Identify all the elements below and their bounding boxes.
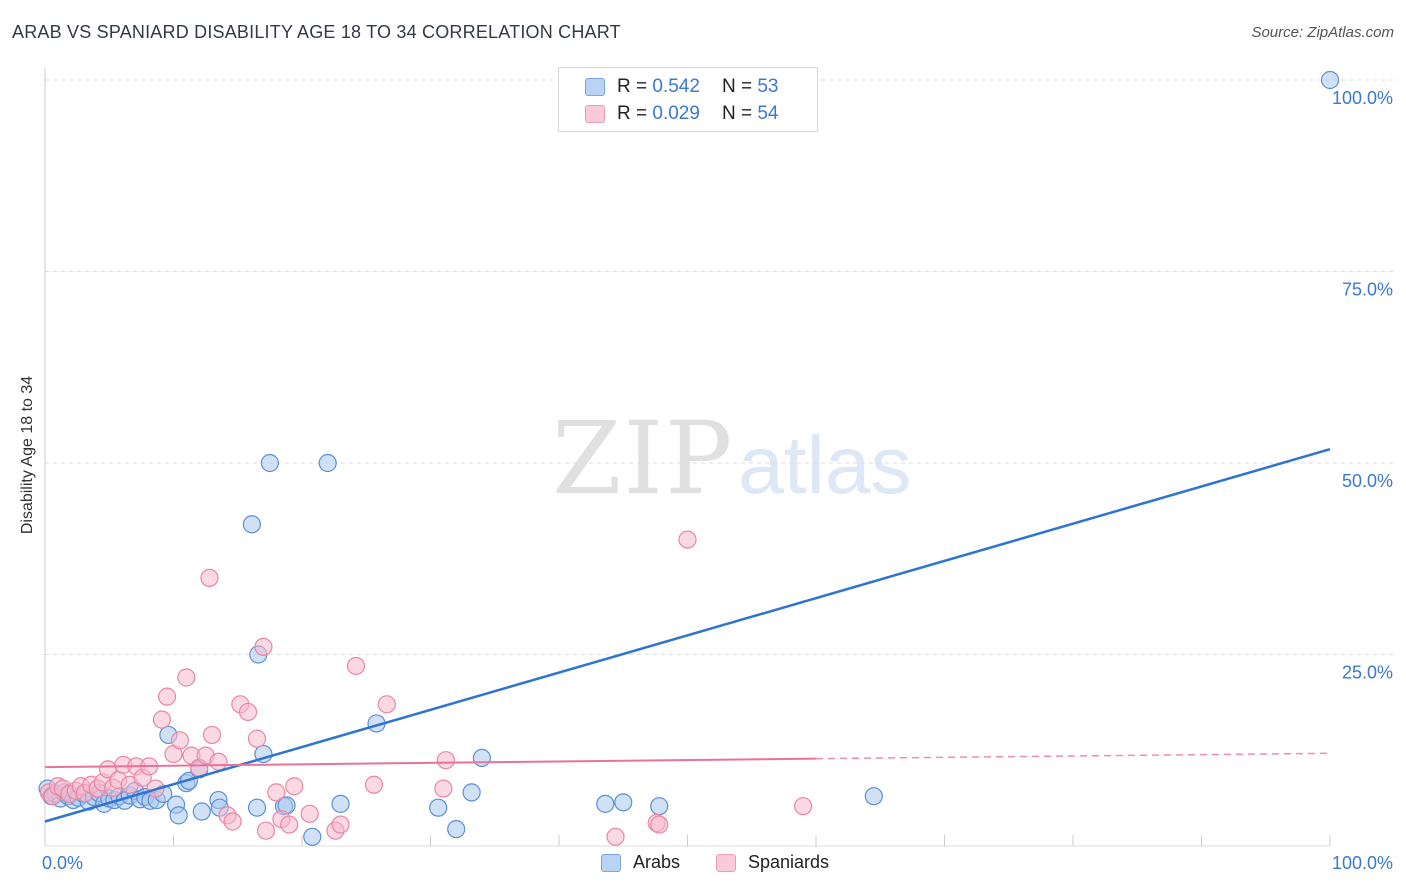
spaniards-swatch xyxy=(585,105,605,123)
spaniards-point xyxy=(247,729,267,748)
arabs-point xyxy=(247,798,267,817)
chart-title: ARAB VS SPANIARD DISABILITY AGE 18 TO 34… xyxy=(12,22,621,42)
spaniards-point xyxy=(202,725,222,745)
source-label: Source: ZipAtlas.com xyxy=(1251,24,1394,41)
y-tick-label: 50.0% xyxy=(1342,471,1393,491)
arabs-r-value: 0.542 xyxy=(652,76,700,97)
spaniards-point xyxy=(436,751,456,770)
spaniards-trend-line-extension xyxy=(815,752,1331,760)
arabs-point xyxy=(242,515,261,534)
legend-row-spaniards: R = 0.029 N = 54 xyxy=(585,101,778,127)
watermark: ZIPatlas xyxy=(552,400,912,517)
legend-row-arabs: R = 0.542 N = 53 xyxy=(585,74,778,100)
spaniards-point xyxy=(346,656,366,676)
spaniards-point xyxy=(200,568,219,588)
spaniards-point xyxy=(157,687,177,706)
spaniards-legend-label: Spaniards xyxy=(748,852,830,872)
arabs-trend-line xyxy=(44,448,1331,823)
arabs-point xyxy=(318,453,337,473)
spaniards-trend-line xyxy=(44,757,817,769)
arabs-point xyxy=(1320,70,1340,90)
spaniards-point xyxy=(650,815,669,834)
arabs-legend-swatch xyxy=(601,853,621,872)
watermark-zip: ZIP xyxy=(552,400,735,517)
arabs-point xyxy=(462,783,481,802)
spaniards-point xyxy=(377,695,396,714)
spaniards-point xyxy=(606,827,625,846)
spaniards-point xyxy=(267,783,286,802)
spaniards-point xyxy=(300,804,319,823)
y-tick-label: 75.0% xyxy=(1342,280,1393,300)
arabs-point xyxy=(864,787,883,806)
arabs-point xyxy=(303,827,322,846)
spaniards-point xyxy=(678,530,697,549)
y-tick-label: 25.0% xyxy=(1342,663,1393,683)
spaniards-legend-swatch xyxy=(716,853,736,872)
arabs-point xyxy=(260,453,279,473)
arabs-point xyxy=(192,802,211,821)
y-tick-label: 100.0% xyxy=(1332,88,1393,108)
arabs-swatch xyxy=(585,78,605,96)
arabs-point xyxy=(447,820,466,839)
spaniards-n-label: N = xyxy=(721,103,753,124)
spaniards-point xyxy=(209,752,228,771)
arabs-point xyxy=(614,793,633,812)
legend-item-arabs: Arabs xyxy=(601,852,680,873)
spaniards-n-value: 54 xyxy=(757,103,779,124)
correlation-legend: R = 0.542 N = 53 R = 0.029 N = 54 xyxy=(558,67,818,132)
arabs-point xyxy=(650,797,669,816)
arabs-point xyxy=(429,798,448,817)
spaniards-point xyxy=(280,815,299,834)
arabs-n-value: 53 xyxy=(757,76,779,97)
arabs-point xyxy=(169,806,188,825)
spaniards-point xyxy=(223,812,242,831)
spaniards-point xyxy=(794,797,813,816)
arabs-point xyxy=(596,794,615,813)
spaniards-point xyxy=(434,779,453,798)
spaniards-point xyxy=(256,821,276,840)
arabs-legend-label: Arabs xyxy=(633,852,681,872)
arabs-r-label: R = xyxy=(617,76,648,97)
x-tick-label: 0.0% xyxy=(42,853,83,873)
spaniards-point xyxy=(285,777,304,796)
spaniards-point xyxy=(364,775,384,794)
x-tick-label: 100.0% xyxy=(1332,853,1393,873)
arabs-n-label: N = xyxy=(721,76,753,97)
spaniards-r-label: R = xyxy=(617,103,648,124)
legend-item-spaniards: Spaniards xyxy=(716,852,829,873)
spaniards-point xyxy=(238,702,258,722)
spaniards-point xyxy=(170,731,190,750)
spaniards-point xyxy=(331,815,350,834)
spaniards-point xyxy=(177,668,196,687)
spaniards-r-value: 0.029 xyxy=(652,103,700,124)
watermark-atlas: atlas xyxy=(738,420,912,511)
spaniards-point xyxy=(254,637,273,656)
arabs-point xyxy=(331,794,350,813)
series-legend: Arabs Spaniards xyxy=(0,852,1406,876)
spaniards-point xyxy=(152,710,172,729)
arabs-point xyxy=(472,748,491,768)
